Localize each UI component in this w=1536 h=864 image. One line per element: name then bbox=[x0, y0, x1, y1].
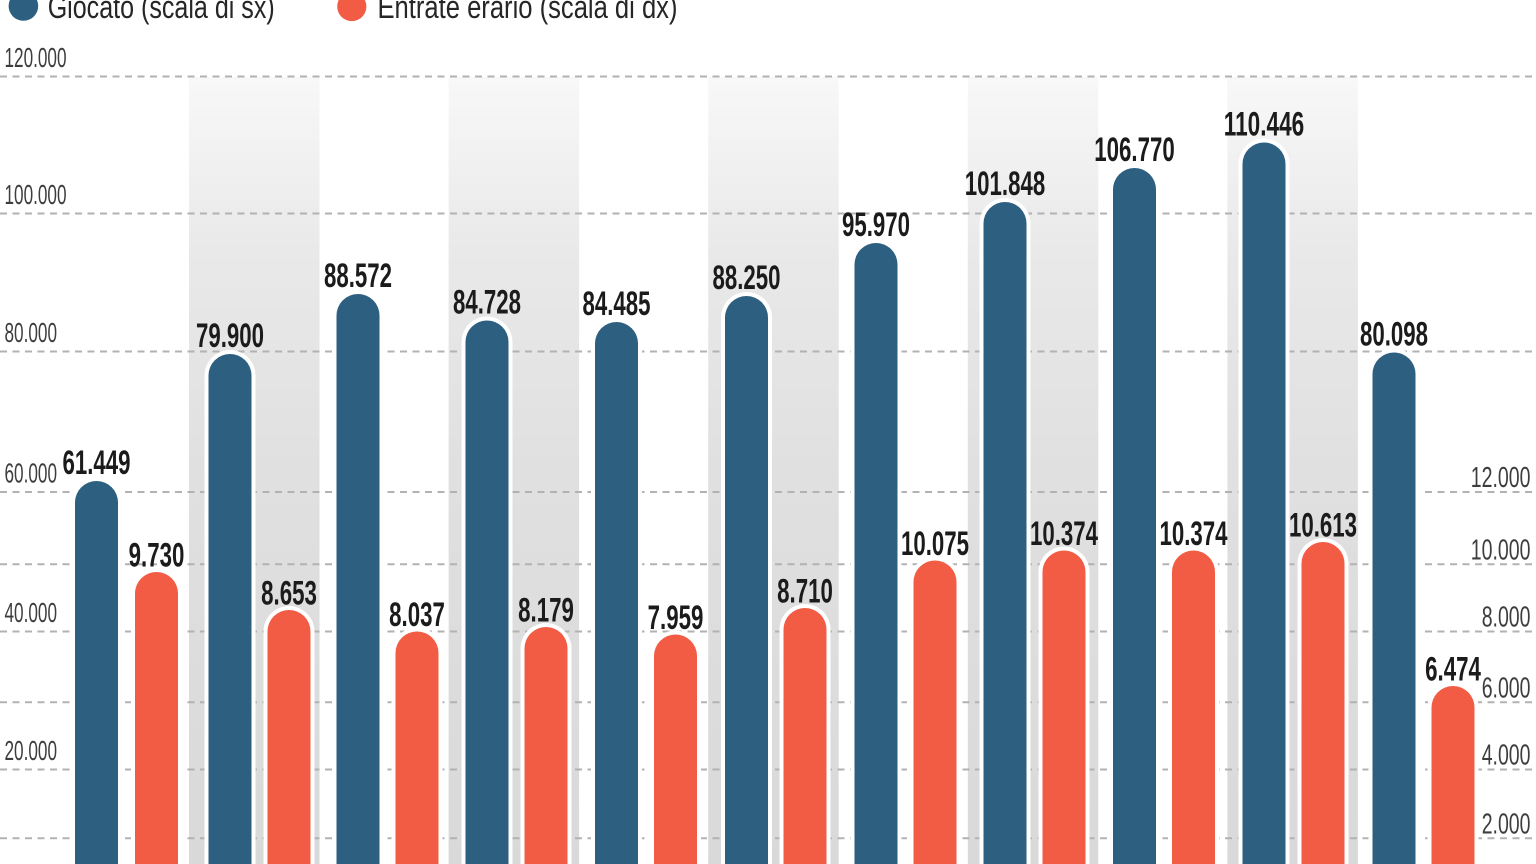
svg-text:110.446: 110.446 bbox=[1224, 106, 1304, 144]
svg-text:8.179: 8.179 bbox=[518, 592, 574, 630]
svg-text:10.000: 10.000 bbox=[1471, 534, 1531, 566]
svg-text:Entrate erario (scala di dx): Entrate erario (scala di dx) bbox=[378, 0, 678, 25]
svg-text:84.728: 84.728 bbox=[453, 284, 521, 322]
svg-text:Giocato (scala di sx): Giocato (scala di sx) bbox=[48, 0, 275, 25]
svg-text:120.000: 120.000 bbox=[5, 42, 67, 73]
svg-text:12.000: 12.000 bbox=[1471, 462, 1531, 494]
svg-text:40.000: 40.000 bbox=[5, 597, 58, 628]
svg-text:6.474: 6.474 bbox=[1425, 651, 1481, 689]
svg-text:20.000: 20.000 bbox=[5, 735, 58, 766]
svg-text:9.730: 9.730 bbox=[129, 537, 185, 575]
svg-text:10.075: 10.075 bbox=[901, 525, 969, 563]
svg-text:60.000: 60.000 bbox=[5, 458, 58, 489]
svg-text:4.000: 4.000 bbox=[1482, 740, 1531, 772]
svg-text:88.250: 88.250 bbox=[713, 259, 781, 297]
svg-text:8.653: 8.653 bbox=[261, 575, 317, 613]
svg-text:84.485: 84.485 bbox=[583, 285, 651, 323]
svg-text:2.000: 2.000 bbox=[1482, 808, 1531, 840]
svg-text:95.970: 95.970 bbox=[842, 206, 910, 244]
svg-text:7.959: 7.959 bbox=[648, 599, 704, 637]
svg-text:80.000: 80.000 bbox=[5, 317, 58, 348]
svg-text:88.572: 88.572 bbox=[324, 257, 392, 295]
svg-text:6.000: 6.000 bbox=[1482, 672, 1531, 704]
svg-text:61.449: 61.449 bbox=[63, 444, 131, 482]
svg-text:10.613: 10.613 bbox=[1289, 507, 1357, 545]
svg-text:8.710: 8.710 bbox=[777, 573, 833, 611]
svg-text:101.848: 101.848 bbox=[965, 165, 1045, 203]
svg-text:8.000: 8.000 bbox=[1482, 602, 1531, 634]
svg-text:80.098: 80.098 bbox=[1360, 316, 1428, 354]
svg-text:10.374: 10.374 bbox=[1030, 515, 1098, 553]
svg-text:100.000: 100.000 bbox=[5, 179, 67, 210]
svg-text:79.900: 79.900 bbox=[196, 317, 264, 355]
svg-text:8.037: 8.037 bbox=[389, 596, 445, 634]
svg-text:106.770: 106.770 bbox=[1094, 131, 1174, 169]
svg-text:10.374: 10.374 bbox=[1160, 515, 1228, 553]
